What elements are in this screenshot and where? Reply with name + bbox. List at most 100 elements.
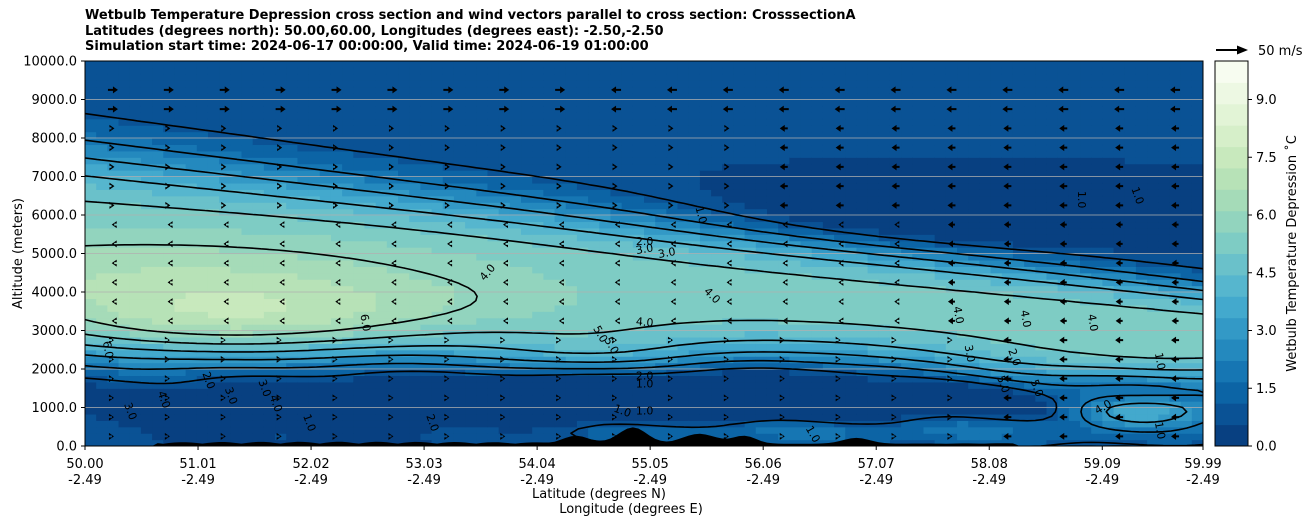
field-cell — [856, 394, 869, 402]
field-cell — [621, 317, 634, 325]
field-cell — [263, 157, 276, 165]
field-cell — [342, 67, 354, 75]
field-cell — [185, 105, 198, 113]
field-cell — [230, 304, 243, 312]
field-cell — [386, 439, 399, 446]
field-cell — [252, 227, 265, 235]
field-cell — [990, 407, 1003, 415]
field-cell — [521, 176, 533, 184]
field-cell — [889, 247, 902, 255]
field-cell — [945, 343, 958, 351]
field-cell — [230, 61, 243, 69]
field-cell — [342, 259, 354, 267]
field-cell — [957, 407, 969, 415]
field-cell — [498, 150, 511, 158]
field-cell — [409, 99, 421, 107]
field-cell — [677, 189, 690, 197]
field-cell — [196, 176, 209, 184]
field-cell — [644, 330, 656, 338]
field-cell — [822, 195, 835, 203]
field-cell — [588, 292, 600, 300]
field-cell — [297, 86, 310, 94]
field-cell — [509, 433, 522, 441]
field-cell — [845, 298, 858, 306]
field-cell — [845, 234, 858, 242]
field-cell — [286, 413, 299, 421]
field-cell — [968, 144, 980, 152]
field-cell — [878, 138, 891, 146]
field-cell — [912, 112, 925, 120]
field-cell — [152, 189, 164, 197]
field-cell — [711, 163, 723, 171]
field-cell — [521, 343, 533, 351]
field-cell — [979, 259, 992, 267]
field-cell — [822, 93, 835, 101]
field-cell — [219, 349, 231, 357]
field-cell — [252, 401, 265, 409]
field-cell — [655, 131, 667, 139]
field-cell — [498, 349, 511, 357]
field-cell — [521, 279, 533, 287]
field-cell — [912, 86, 925, 94]
field-cell — [554, 266, 567, 274]
field-cell — [889, 381, 902, 389]
field-cell — [85, 131, 97, 139]
field-cell — [599, 131, 612, 139]
field-cell — [353, 433, 366, 441]
field-cell — [129, 285, 142, 293]
field-cell — [330, 208, 343, 216]
field-cell — [342, 118, 354, 126]
field-cell — [789, 381, 802, 389]
field-cell — [923, 298, 936, 306]
field-cell — [543, 343, 556, 351]
field-cell — [174, 420, 187, 428]
field-cell — [621, 112, 634, 120]
field-cell — [677, 112, 690, 120]
field-cell — [588, 80, 600, 88]
field-cell — [465, 138, 477, 146]
field-cell — [811, 118, 824, 126]
field-cell — [923, 420, 936, 428]
field-cell — [688, 93, 701, 101]
field-cell — [498, 176, 511, 184]
field-cell — [140, 170, 153, 178]
field-cell — [465, 401, 477, 409]
field-cell — [610, 112, 623, 120]
field-cell — [901, 227, 913, 235]
field-cell — [330, 272, 343, 280]
field-cell — [476, 272, 489, 280]
field-cell — [353, 163, 366, 171]
field-cell — [207, 426, 220, 434]
field-cell — [152, 304, 164, 312]
field-cell — [353, 189, 366, 197]
field-cell — [912, 381, 925, 389]
field-cell — [431, 73, 444, 81]
field-cell — [308, 285, 321, 293]
field-cell — [532, 343, 544, 351]
field-cell — [699, 356, 712, 364]
field-cell — [353, 439, 366, 446]
field-cell — [275, 253, 287, 261]
field-cell — [85, 99, 97, 107]
field-cell — [353, 195, 366, 203]
field-cell — [867, 304, 880, 312]
field-cell — [834, 311, 846, 319]
field-cell — [174, 215, 187, 223]
field-cell — [207, 61, 220, 69]
field-cell — [219, 253, 231, 261]
field-cell — [465, 112, 477, 120]
field-cell — [722, 73, 735, 81]
field-cell — [588, 285, 600, 293]
field-cell — [957, 330, 969, 338]
field-cell — [442, 292, 455, 300]
field-cell — [811, 202, 824, 210]
field-cell — [576, 195, 589, 203]
field-cell — [699, 401, 712, 409]
field-cell — [733, 426, 746, 434]
field-cell — [453, 157, 466, 165]
field-cell — [912, 285, 925, 293]
field-cell — [889, 195, 902, 203]
field-cell — [867, 93, 880, 101]
field-cell — [923, 311, 936, 319]
field-cell — [420, 426, 433, 434]
